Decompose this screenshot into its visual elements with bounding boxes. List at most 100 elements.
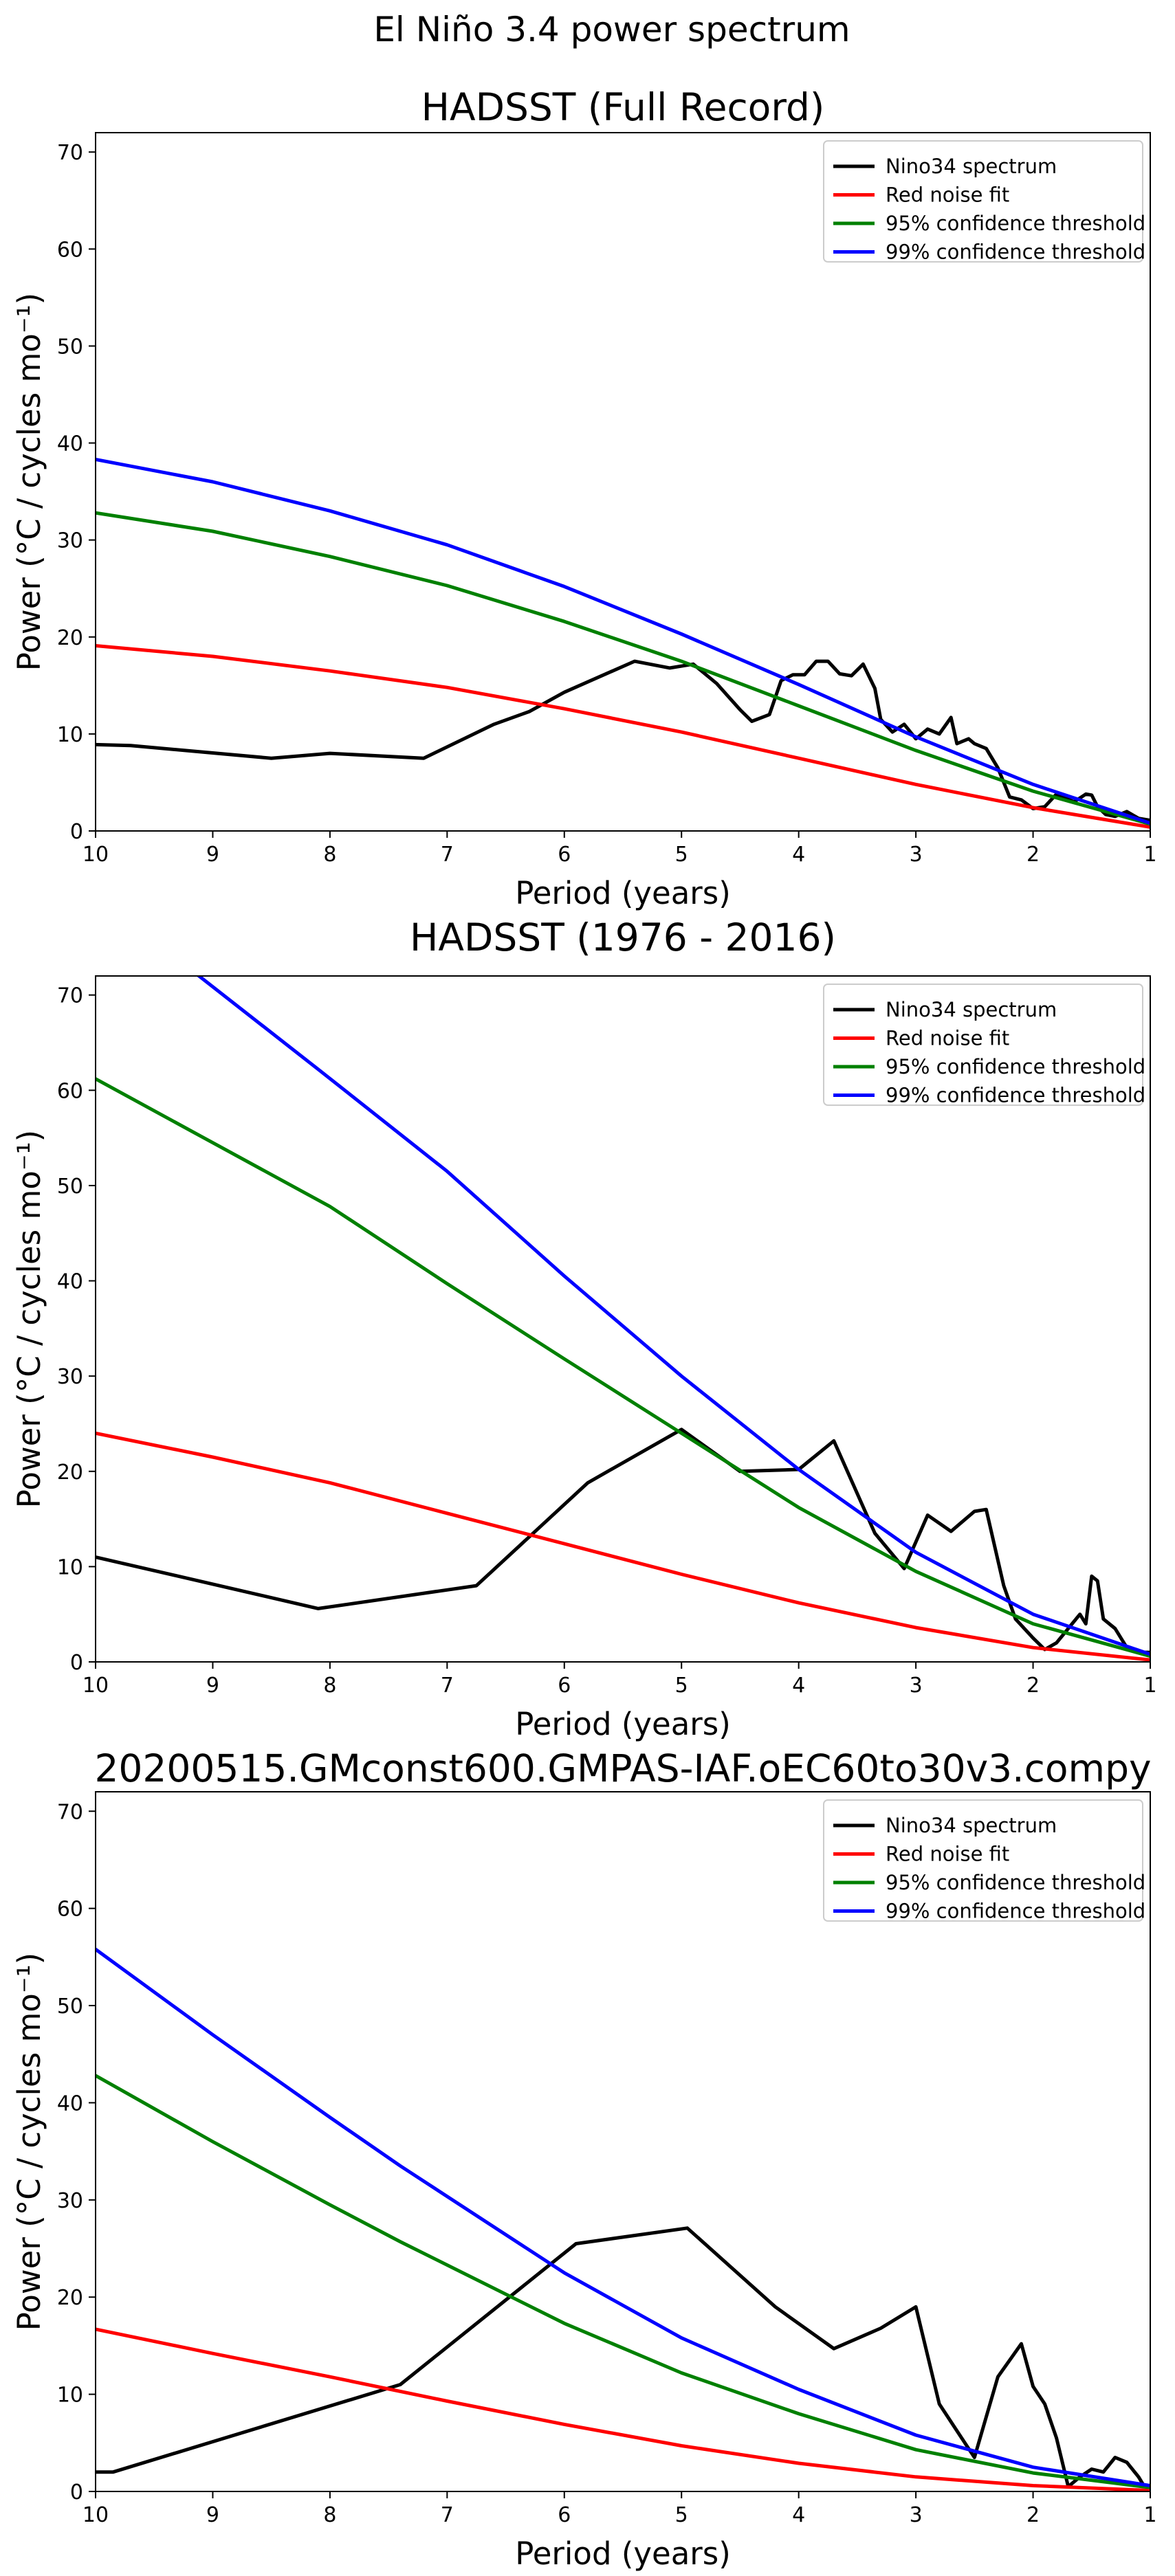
legend-label: Nino34 spectrum [886, 155, 1057, 178]
x-tick-label: 2 [1026, 1674, 1040, 1698]
series-line-4 [196, 976, 1150, 1656]
x-tick-label: 6 [558, 2503, 571, 2527]
x-tick-label: 9 [206, 843, 219, 867]
y-tick-label: 40 [57, 1270, 83, 1294]
y-tick-label: 30 [57, 2189, 83, 2213]
y-axis-label: Power (°C / cycles mo⁻¹) [11, 293, 47, 671]
x-tick-label: 3 [910, 2503, 923, 2527]
y-tick-label: 70 [57, 141, 83, 165]
chart-panel-1: HADSST (Full Record)10 9 8 7 6 5 4 3 2 1010203040… [11, 85, 1157, 911]
series-group [96, 458, 1150, 829]
y-tick-label: 0 [70, 1651, 83, 1675]
x-tick-label: 5 [675, 1674, 688, 1698]
y-tick-label: 20 [57, 1461, 83, 1485]
y-tick-label: 30 [57, 1365, 83, 1389]
chart-title: HADSST (1976 - 2016) [410, 915, 836, 959]
series-group [96, 1947, 1150, 2491]
chart-title: HADSST (Full Record) [421, 85, 825, 129]
x-tick-label: 4 [792, 2503, 805, 2527]
x-tick-label: 1 [1143, 843, 1156, 867]
series-line-1 [96, 659, 1150, 822]
x-tick-label: 10 [83, 843, 109, 867]
x-axis-label: Period (years) [515, 875, 731, 911]
y-tick-label: 20 [57, 2286, 83, 2310]
chart-title: 20200515.GMconst600.GMPAS-IAF.oEC60to30v… [94, 1746, 1151, 1790]
y-axis-label: Power (°C / cycles mo⁻¹) [11, 1953, 47, 2331]
y-tick-label: 40 [57, 432, 83, 456]
x-tick-label: 7 [441, 2503, 454, 2527]
series-group [96, 976, 1150, 1662]
x-tick-label: 5 [675, 843, 688, 867]
x-tick-label: 4 [792, 1674, 805, 1698]
x-tick-label: 8 [323, 843, 336, 867]
x-tick-label: 2 [1026, 2503, 1040, 2527]
y-tick-label: 10 [57, 2384, 83, 2408]
axes-frame [95, 132, 1151, 832]
legend-label: Nino34 spectrum [886, 998, 1057, 1021]
y-tick-label: 70 [57, 1800, 83, 1824]
legend: Nino34 spectrum Red noise fit 95% confiden… [823, 984, 1145, 1107]
series-line-3 [96, 1077, 1150, 1658]
x-tick-label: 4 [792, 843, 805, 867]
x-axis-label: Period (years) [515, 2535, 731, 2572]
series-line-2 [96, 1431, 1150, 1662]
x-tick-label: 9 [206, 1674, 219, 1698]
x-tick-label: 8 [323, 2503, 336, 2527]
y-tick-label: 50 [57, 1995, 83, 2019]
y-tick-label: 50 [57, 1175, 83, 1199]
series-line-3 [96, 2074, 1150, 2489]
x-tick-label: 10 [83, 1674, 109, 1698]
x-axis-label: Period (years) [515, 1706, 731, 1742]
series-line-2 [96, 2327, 1150, 2491]
x-tick-label: 6 [558, 1674, 571, 1698]
y-tick-label: 60 [57, 238, 83, 262]
y-tick-label: 10 [57, 723, 83, 747]
series-line-1 [96, 2226, 1150, 2489]
x-tick-label: 1 [1143, 1674, 1156, 1698]
y-tick-label: 0 [70, 820, 83, 844]
legend-label: 99% confidence threshold [886, 241, 1145, 264]
legend-box [823, 1799, 1143, 1922]
legend-label: 95% confidence threshold [886, 212, 1145, 235]
y-tick-label: 0 [70, 2480, 83, 2505]
x-tick-label: 3 [910, 1674, 923, 1698]
legend-label: 99% confidence threshold [886, 1084, 1145, 1107]
axes-frame [95, 1791, 1151, 2492]
series-line-1 [96, 1428, 1150, 1654]
axes-frame [95, 975, 1151, 1663]
x-tick-label: 7 [441, 1674, 454, 1698]
chart-panel-2: HADSST (1976 - 2016)10 9 8 7 6 5 4 3 2 1010203040… [11, 915, 1157, 1742]
x-tick-label: 10 [83, 2503, 109, 2527]
y-tick-label: 20 [57, 626, 83, 650]
series-line-2 [96, 644, 1150, 829]
legend: Nino34 spectrum Red noise fit 95% confiden… [823, 1799, 1145, 1923]
x-tick-label: 6 [558, 843, 571, 867]
legend-label: 95% confidence threshold [886, 1055, 1145, 1078]
y-tick-label: 30 [57, 529, 83, 553]
chart-panel-3: 20200515.GMconst600.GMPAS-IAF.oEC60to30v… [11, 1746, 1157, 2572]
y-tick-label: 70 [57, 984, 83, 1008]
y-tick-label: 60 [57, 1079, 83, 1103]
figure-suptitle: El Niño 3.4 power spectrum [373, 10, 850, 49]
y-axis-label: Power (°C / cycles mo⁻¹) [11, 1130, 47, 1508]
y-tick-label: 10 [57, 1555, 83, 1579]
x-tick-label: 8 [323, 1674, 336, 1698]
legend-label: Red noise fit [886, 184, 1009, 207]
series-line-4 [96, 1947, 1150, 2487]
legend-label: Red noise fit [886, 1843, 1009, 1866]
x-tick-label: 7 [441, 843, 454, 867]
series-line-3 [96, 511, 1150, 826]
series-line-4 [96, 458, 1150, 825]
x-tick-label: 5 [675, 2503, 688, 2527]
y-tick-label: 40 [57, 2091, 83, 2116]
legend: Nino34 spectrum Red noise fit 95% confiden… [823, 140, 1145, 264]
x-tick-label: 9 [206, 2503, 219, 2527]
legend-label: Red noise fit [886, 1027, 1009, 1050]
x-tick-label: 1 [1143, 2503, 1156, 2527]
legend-label: 99% confidence threshold [886, 1900, 1145, 1923]
legend-label: 95% confidence threshold [886, 1871, 1145, 1894]
x-tick-label: 2 [1026, 843, 1040, 867]
legend-label: Nino34 spectrum [886, 1814, 1057, 1837]
legend-box [823, 984, 1143, 1106]
